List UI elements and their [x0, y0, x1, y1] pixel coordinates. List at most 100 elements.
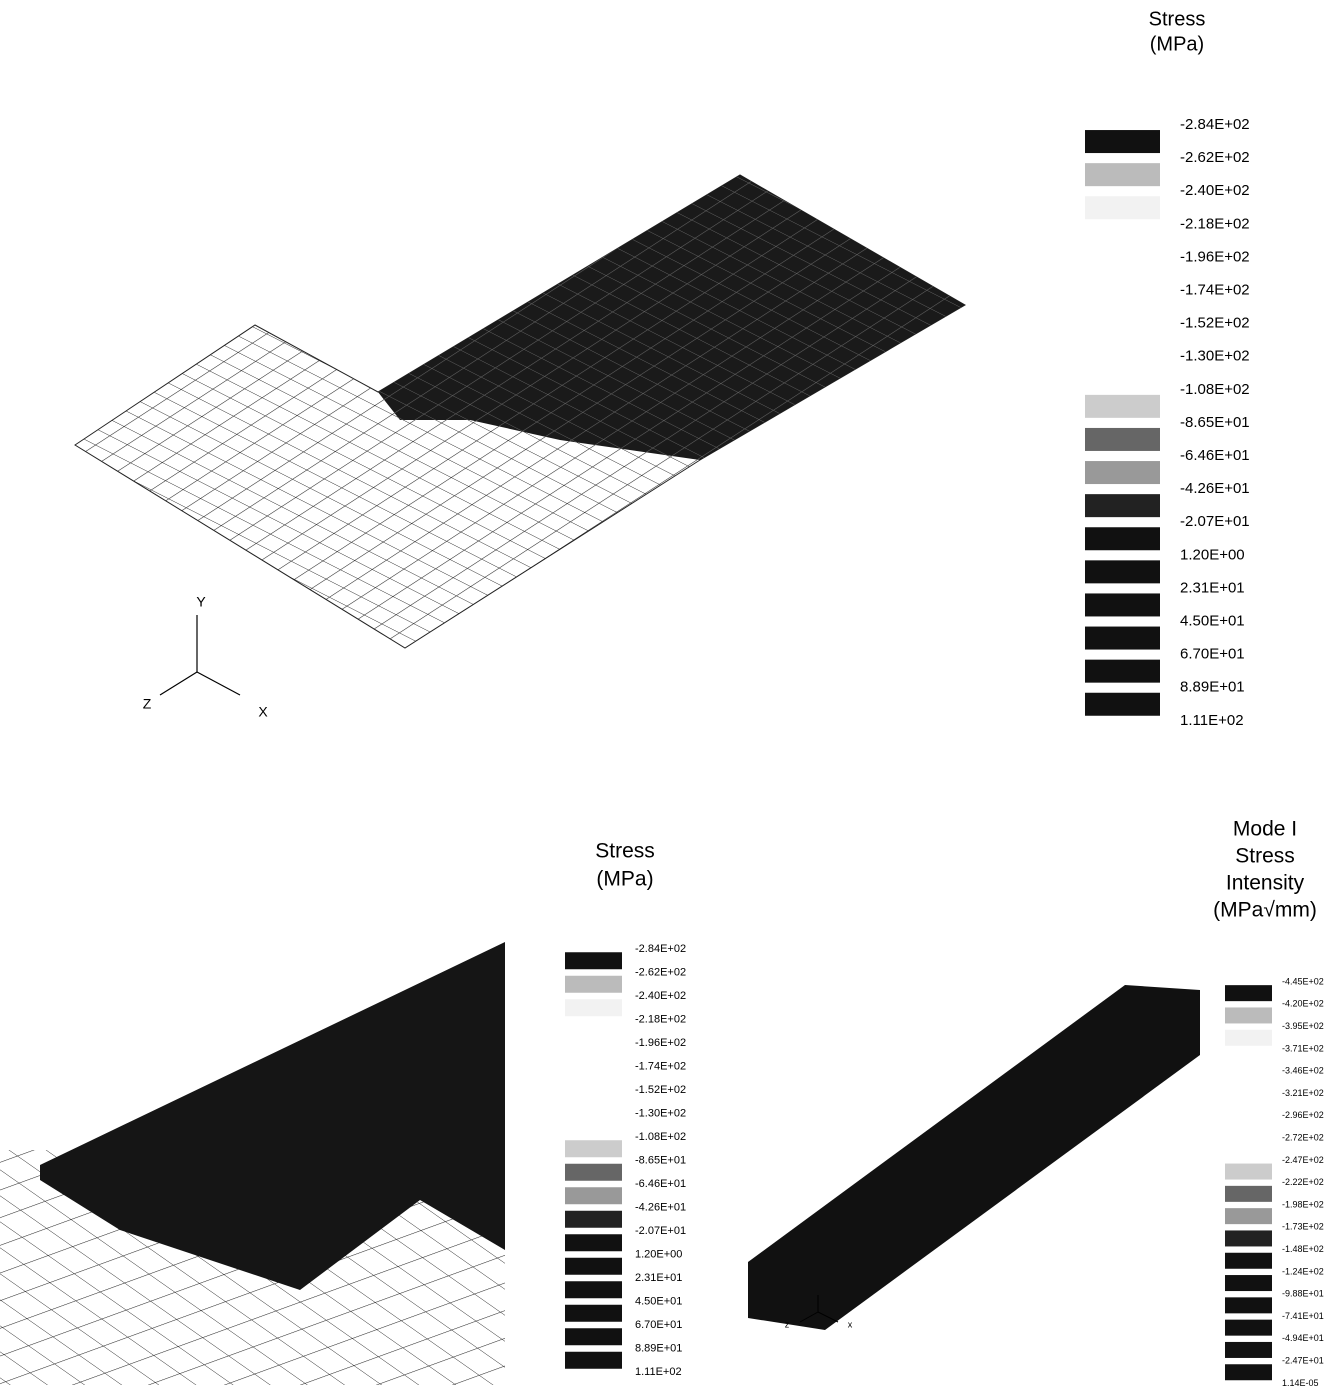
- legend-swatch: [565, 1234, 622, 1251]
- legend-title: Mode I: [1233, 818, 1297, 841]
- legend-label: -4.26E+01: [635, 1201, 686, 1213]
- legend-label: -2.07E+01: [1180, 513, 1250, 530]
- legend-swatch: [565, 1352, 622, 1369]
- legend-label: -2.62E+02: [1180, 149, 1250, 166]
- legend-swatch: [1085, 461, 1160, 484]
- legend-label: -8.65E+01: [1180, 414, 1250, 431]
- legend-label: 8.89E+01: [1180, 679, 1245, 696]
- legend-swatch: [1225, 1230, 1272, 1246]
- legend-swatch: [1085, 593, 1160, 616]
- legend-swatch: [1085, 428, 1160, 451]
- legend-swatch: [1225, 1297, 1272, 1313]
- mesh-model: [75, 175, 965, 648]
- legend-label: -1.24E+02: [1282, 1266, 1324, 1276]
- legend-label: 8.89E+01: [635, 1342, 682, 1354]
- legend-label: -1.98E+02: [1282, 1199, 1324, 1209]
- legend-label: -4.26E+01: [1180, 480, 1250, 497]
- legend-swatch: [565, 1258, 622, 1275]
- legend-label: 4.50E+01: [635, 1295, 682, 1307]
- legend-label: -4.94E+01: [1282, 1333, 1324, 1343]
- legend-swatch: [565, 976, 622, 993]
- legend-title: (MPa√mm): [1213, 899, 1317, 922]
- legend-swatch: [1085, 163, 1160, 186]
- legend-label: -2.40E+02: [1180, 182, 1250, 199]
- legend-title: Stress: [595, 840, 655, 863]
- legend-swatch: [1085, 527, 1160, 550]
- legend-label: 4.50E+01: [1180, 612, 1245, 629]
- legend-swatch: [1085, 627, 1160, 650]
- legend-label: -1.74E+02: [1180, 281, 1250, 298]
- axis-label: X: [258, 704, 268, 720]
- legend-label: -1.96E+02: [635, 1037, 686, 1049]
- legend-label: -1.74E+02: [635, 1060, 686, 1072]
- legend-swatch: [565, 999, 622, 1016]
- legend-label: -2.62E+02: [635, 966, 686, 978]
- legend-label: -2.72E+02: [1282, 1132, 1324, 1142]
- legend-swatch: [565, 1281, 622, 1298]
- legend-title: Intensity: [1226, 872, 1305, 895]
- legend-title: Stress: [1149, 8, 1206, 30]
- legend-label: -3.46E+02: [1282, 1066, 1324, 1076]
- legend-swatch: [565, 1187, 622, 1204]
- legend-swatch: [565, 1140, 622, 1157]
- mesh-model: [0, 942, 505, 1385]
- legend-label: -2.84E+02: [635, 943, 686, 955]
- legend-label: -2.47E+02: [1282, 1155, 1324, 1165]
- axis-label: x: [848, 1319, 853, 1329]
- legend-label: 6.70E+01: [635, 1319, 682, 1331]
- axis-label: Z: [143, 696, 152, 712]
- legend-swatch: [1225, 1007, 1272, 1023]
- legend-swatch: [565, 1328, 622, 1345]
- legend-label: 2.31E+01: [1180, 579, 1245, 596]
- legend-label: 6.70E+01: [1180, 646, 1245, 663]
- legend-label: -1.08E+02: [635, 1131, 686, 1143]
- axis-label: z: [785, 1319, 790, 1329]
- legend-swatch: [565, 1305, 622, 1322]
- legend-label: 1.20E+00: [635, 1248, 682, 1260]
- legend-label: -2.47E+01: [1282, 1355, 1324, 1365]
- axis-triad: [160, 615, 240, 695]
- legend-label: -2.22E+02: [1282, 1177, 1324, 1187]
- legend-label: -9.88E+01: [1282, 1289, 1324, 1299]
- legend-label: -8.65E+01: [635, 1154, 686, 1166]
- legend-swatch: [1225, 1275, 1272, 1291]
- legend-swatch: [1085, 660, 1160, 683]
- legend-swatch: [1225, 1186, 1272, 1202]
- legend-label: -1.30E+02: [635, 1107, 686, 1119]
- legend-label: -4.20E+02: [1282, 999, 1324, 1009]
- legend-label: 2.31E+01: [635, 1272, 682, 1284]
- legend-label: -1.48E+02: [1282, 1244, 1324, 1254]
- legend-swatch: [565, 952, 622, 969]
- legend-label: -2.07E+01: [635, 1225, 686, 1237]
- legend-swatch: [1225, 1253, 1272, 1269]
- legend-label: -1.96E+02: [1180, 248, 1250, 265]
- legend-label: -2.84E+02: [1180, 116, 1250, 133]
- legend-label: 1.11E+02: [635, 1366, 682, 1378]
- legend-swatch: [1085, 196, 1160, 219]
- solid-model: [748, 985, 1200, 1330]
- legend-title: Stress: [1235, 845, 1295, 868]
- legend-label: -1.08E+02: [1180, 381, 1250, 398]
- legend-swatch: [1225, 1164, 1272, 1180]
- legend-label: -1.30E+02: [1180, 348, 1250, 365]
- legend-label: -2.18E+02: [635, 1013, 686, 1025]
- legend-title: (MPa): [1150, 33, 1204, 55]
- legend-label: -4.45E+02: [1282, 976, 1324, 986]
- legend-label: -6.46E+01: [635, 1178, 686, 1190]
- figure: Y Z X z x Stress (MPa) -2.84E+02 -2.62E+02 -…: [0, 0, 1344, 1389]
- legend-swatch: [1085, 395, 1160, 418]
- legend-label: -2.40E+02: [635, 990, 686, 1002]
- legend-label: -3.21E+02: [1282, 1088, 1324, 1098]
- axis-label: Y: [196, 594, 206, 610]
- legend-label: -3.95E+02: [1282, 1021, 1324, 1031]
- legend-swatch: [565, 1164, 622, 1181]
- legend-label: 1.14E-05: [1282, 1378, 1319, 1388]
- legend-swatch: [1225, 1364, 1272, 1380]
- legend-label: 1.20E+00: [1180, 546, 1245, 563]
- legend-label: -1.73E+02: [1282, 1222, 1324, 1232]
- legend-label: -3.71E+02: [1282, 1043, 1324, 1053]
- legend-swatch: [1225, 985, 1272, 1001]
- legend-title: (MPa): [596, 868, 653, 891]
- legend-label: -1.52E+02: [1180, 315, 1250, 332]
- legend-label: -6.46E+01: [1180, 447, 1250, 464]
